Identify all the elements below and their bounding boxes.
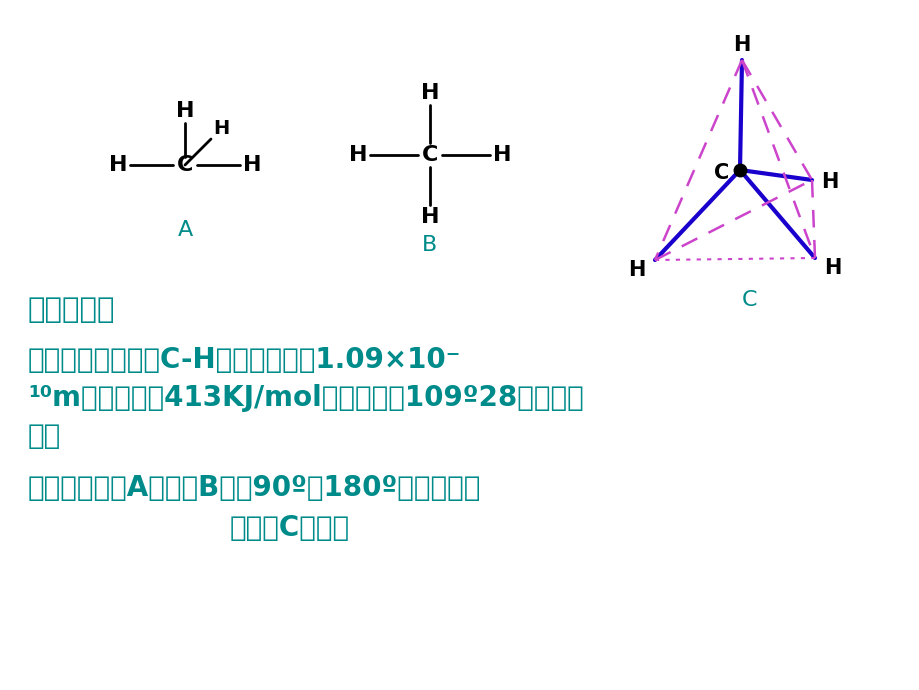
Text: H: H xyxy=(420,207,438,227)
Text: C: C xyxy=(742,290,757,310)
Text: H: H xyxy=(420,83,438,103)
Text: H: H xyxy=(821,172,838,192)
Text: ¹⁰m）、键能（413KJ/mol）、键角（109º28，）都相: ¹⁰m）、键能（413KJ/mol）、键角（109º28，）都相 xyxy=(28,384,584,412)
Text: H: H xyxy=(348,145,367,165)
Text: H: H xyxy=(823,258,841,278)
Text: H: H xyxy=(243,155,261,175)
Text: 实验数据：: 实验数据： xyxy=(28,296,116,324)
Text: 从键角看：（A）、（B）有90º和180º两种键角，: 从键角看：（A）、（B）有90º和180º两种键角， xyxy=(28,474,481,502)
Text: 只有（C）符合: 只有（C）符合 xyxy=(230,514,350,542)
Text: H: H xyxy=(628,260,645,280)
Text: C: C xyxy=(176,155,193,175)
Text: A: A xyxy=(177,220,192,240)
Text: 等。: 等。 xyxy=(28,422,62,450)
Text: C: C xyxy=(713,163,729,183)
Text: H: H xyxy=(108,155,127,175)
Text: H: H xyxy=(732,35,750,55)
Text: B: B xyxy=(422,235,437,255)
Text: H: H xyxy=(212,119,229,139)
Text: H: H xyxy=(176,101,194,121)
Text: H: H xyxy=(493,145,511,165)
Text: 甲烷分子中有四个C-H键，且键长（1.09×10⁻: 甲烷分子中有四个C-H键，且键长（1.09×10⁻ xyxy=(28,346,460,374)
Text: C: C xyxy=(421,145,437,165)
